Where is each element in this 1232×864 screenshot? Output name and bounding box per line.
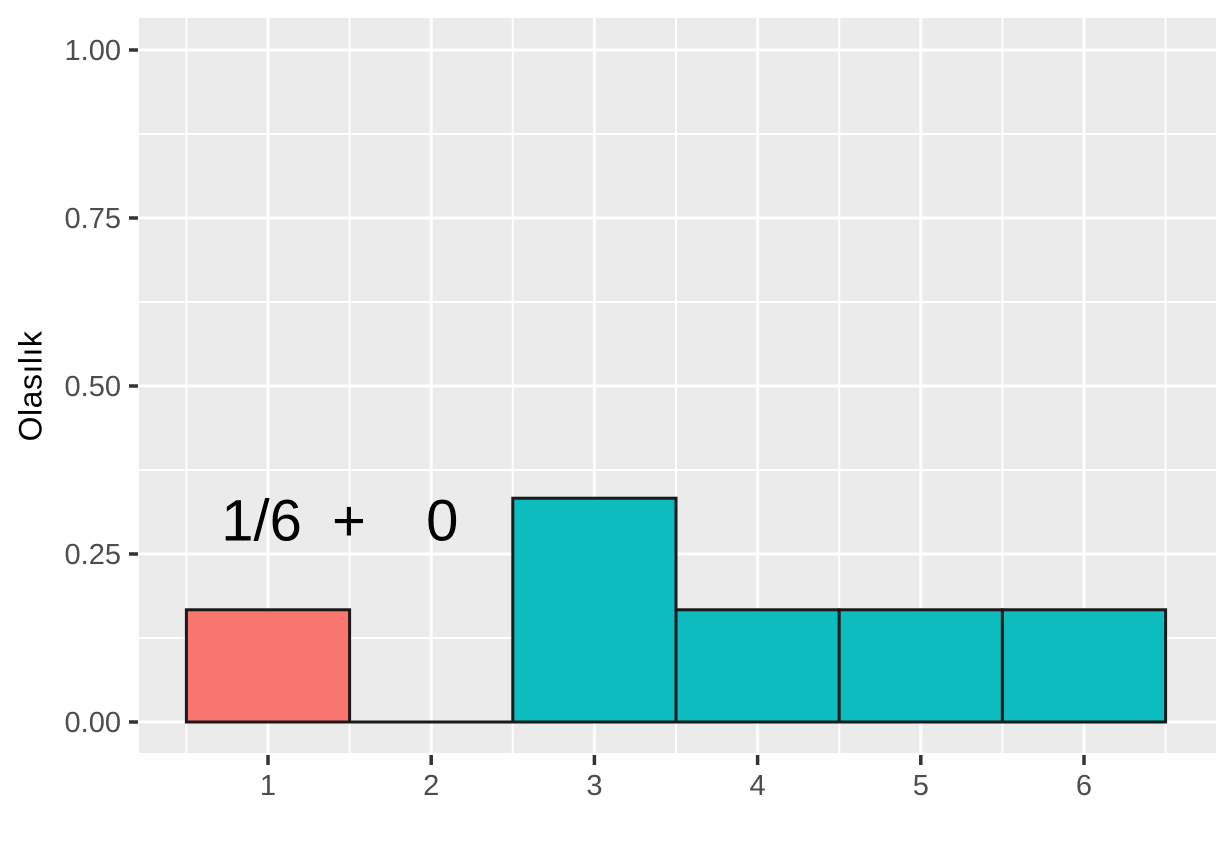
x-tick-label: 5 <box>913 770 929 802</box>
y-tick-label: 0.25 <box>65 539 121 571</box>
y-axis-title: Olasılık <box>12 330 49 442</box>
y-tick-label: 0.50 <box>65 371 121 403</box>
histogram-bar-5 <box>837 608 1004 724</box>
y-tick-label: 1.00 <box>65 35 121 67</box>
histogram-bar-4 <box>674 608 841 724</box>
histogram-bar-3 <box>511 496 678 724</box>
x-tick-label: 4 <box>750 770 766 802</box>
y-tick-label: 0.75 <box>65 203 121 235</box>
x-tick-label: 2 <box>423 770 439 802</box>
histogram-bar-1 <box>184 608 352 724</box>
histogram-bar-6 <box>1000 608 1168 724</box>
annotation-text: 1/6 + 0 <box>221 488 458 553</box>
y-tick-label: 0.00 <box>65 707 121 739</box>
x-tick-label: 1 <box>260 770 276 802</box>
x-tick-label: 6 <box>1076 770 1092 802</box>
x-tick-label: 3 <box>586 770 602 802</box>
